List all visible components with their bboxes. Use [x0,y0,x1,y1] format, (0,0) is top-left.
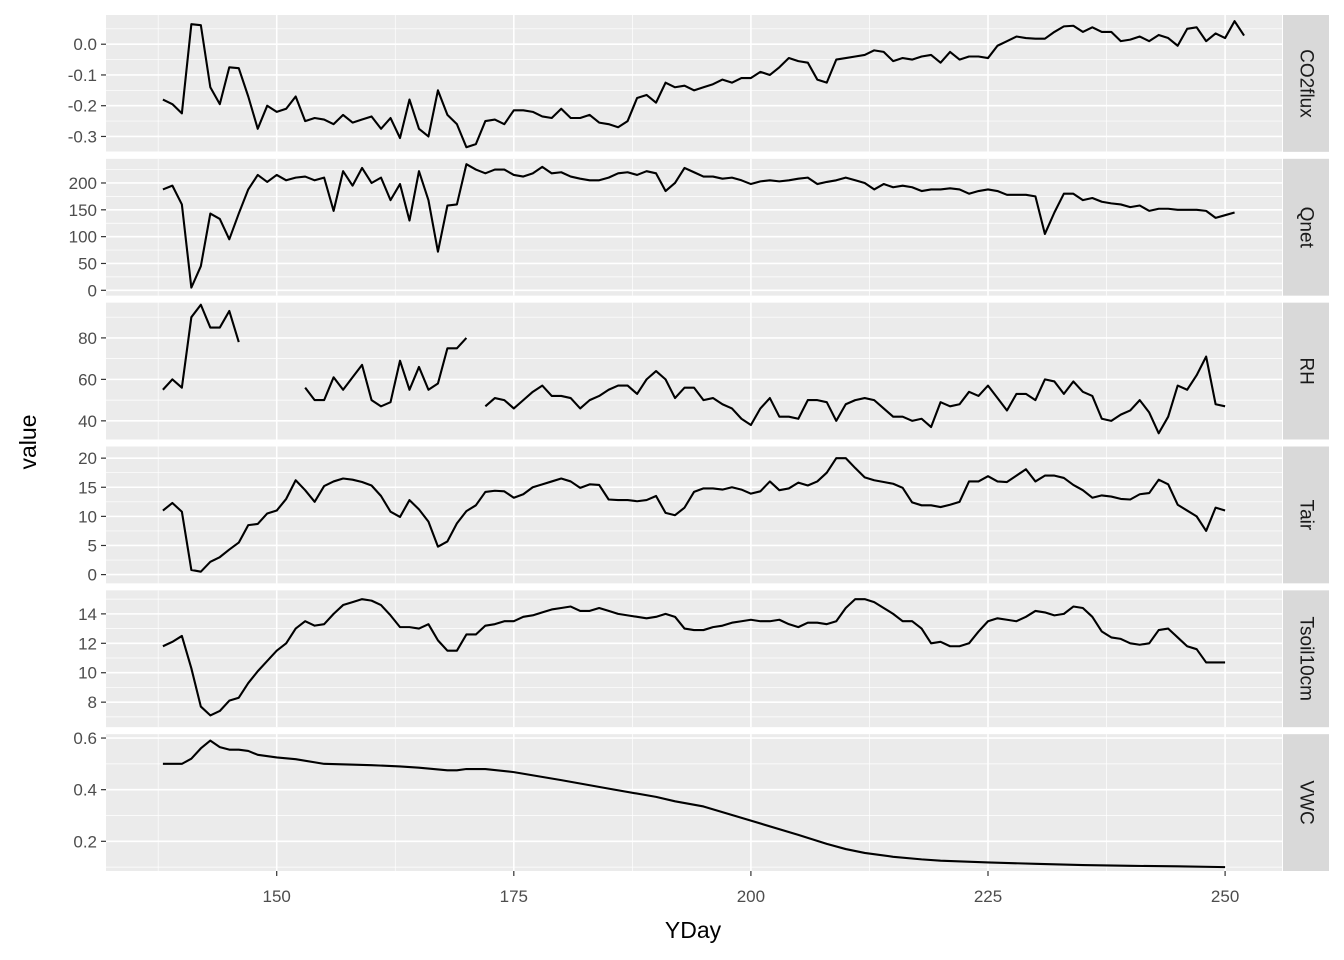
x-tick-label: 250 [1211,887,1239,906]
y-axis-title: value [15,415,41,470]
y-tick-label: 0.6 [73,729,97,748]
panel-background [106,446,1282,584]
x-tick-label: 150 [263,887,291,906]
facet-strip-label: CO2flux [1296,49,1317,118]
panel-background [106,15,1282,152]
facet-strip-label: Qnet [1296,207,1317,249]
series-line-rh [304,337,468,408]
y-tick-label: 15 [78,478,97,497]
x-axis: 150 175 200 225 250 [263,871,1239,906]
y-tick-label: 40 [78,412,97,431]
facet-panel-qnet: 0 50 100 150 200 Qnet [69,158,1329,300]
y-tick-label: -0.2 [68,97,97,116]
facet-strip [1283,158,1329,296]
y-tick-label: 14 [78,605,97,624]
facet-strip [1283,15,1329,152]
panel-background [106,158,1282,296]
y-tick-label: 10 [78,507,97,526]
facet-strip [1283,446,1329,584]
series-line-rh [484,355,1226,435]
y-tick-label: 0.2 [73,832,97,851]
y-tick-label: 0.4 [73,781,97,800]
x-axis-title: YDay [665,917,722,943]
y-tick-label: 0 [88,566,97,585]
series-line-qnet [162,163,1235,289]
y-tick-label: 10 [78,664,97,683]
series-line-co2flux [162,20,1245,149]
facet-panel-rh: 40 60 80 RH [78,302,1329,440]
series-line-rh [162,303,240,391]
y-tick-label: -0.1 [68,66,97,85]
y-tick-label: 8 [88,693,97,712]
y-tick-label: 20 [78,449,97,468]
x-tick-label: 225 [974,887,1002,906]
y-tick-label: 60 [78,370,97,389]
panels-layer: -0.3-0.2-0.10.0CO2flux050100150200Qnet40… [68,15,1329,871]
series-line-tsoil10cm [162,598,1226,717]
panel-background [106,734,1282,871]
y-tick-label: 200 [69,174,97,193]
x-tick-label: 175 [500,887,528,906]
y-tick-label: 80 [78,329,97,348]
facet-strip [1283,590,1329,728]
panel-background [106,590,1282,728]
facet-panel-vwc: 0.2 0.4 0.6 VWC [73,729,1329,871]
series-line-vwc [162,739,1226,869]
facet-panel-tsoil10cm: 8 10 12 14 Tsoil10cm [78,590,1329,728]
series-line-tair [162,457,1226,573]
y-tick-label: 0.0 [73,35,97,54]
y-tick-label: 50 [78,254,97,273]
facet-strip-label: Tsoil10cm [1296,617,1317,701]
facet-strip-label: Tair [1296,500,1317,531]
facet-strip-label: RH [1296,357,1317,384]
y-tick-label: 150 [69,201,97,220]
y-tick-label: 5 [88,536,97,555]
y-tick-label: -0.3 [68,127,97,146]
x-tick-label: 200 [737,887,765,906]
facet-strip [1283,302,1329,440]
facet-strip-label: VWC [1296,780,1317,824]
y-tick-label: 100 [69,228,97,247]
facet-panel-tair: 0 5 10 15 20 Tair [78,446,1329,585]
panel-background [106,302,1282,440]
y-tick-label: 0 [88,281,97,300]
y-tick-label: 12 [78,634,97,653]
facet-panel-co2flux: -0.3 -0.2 -0.1 0.0 CO2flux [68,15,1329,153]
facet-strip [1283,734,1329,871]
